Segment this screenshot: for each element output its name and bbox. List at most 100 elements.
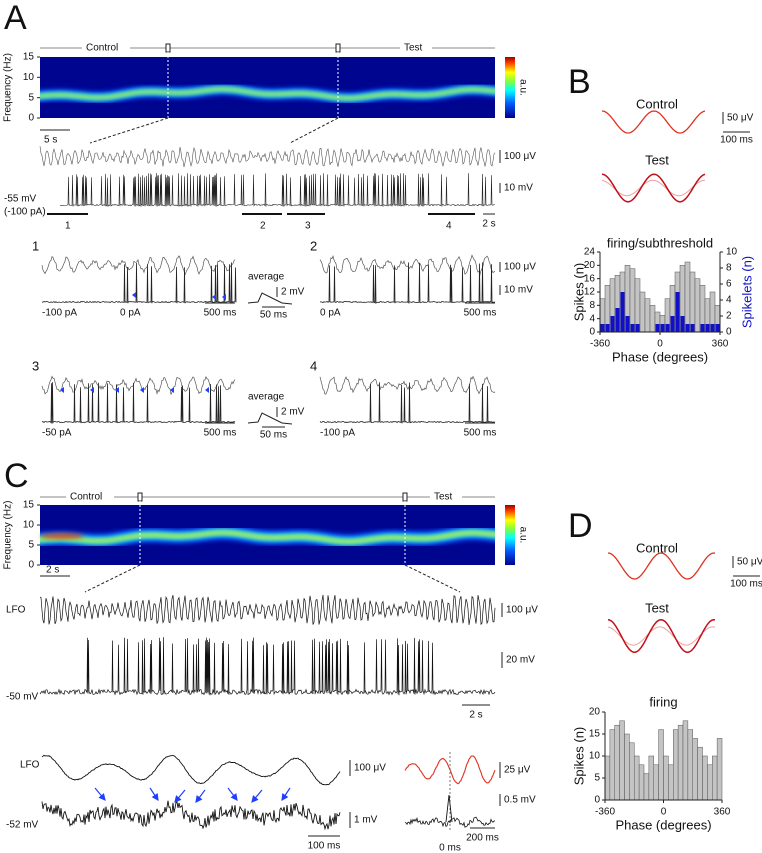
average-trace (607, 552, 716, 580)
axis-label: Phase (degrees) (612, 349, 708, 364)
average-trace (601, 110, 706, 134)
y-tick-label: 5 (28, 92, 34, 103)
trace (404, 816, 496, 828)
zero-label: 0 ms (439, 843, 461, 853)
trace-label: LFO (20, 760, 40, 771)
colorbar-label: a.u. (517, 79, 528, 96)
y-tick-label: 10 (589, 751, 601, 762)
spikelet-bar (705, 324, 710, 332)
trace (319, 262, 496, 304)
spikelet-bar (630, 324, 635, 332)
potential-label: -50 mV (6, 692, 39, 703)
axis-label: Spikes (n) (571, 263, 586, 322)
spikelet-bar (620, 292, 625, 332)
segment-label: 4 (446, 221, 452, 232)
arrow (149, 787, 159, 801)
inset-label: 1 (32, 238, 39, 253)
spikelet-bar (685, 324, 690, 332)
arrow-marker (60, 387, 64, 393)
potential-label: -52 mV (6, 820, 39, 831)
y-tick-label: 24 (584, 247, 596, 258)
y2-tick-label: 6 (726, 279, 732, 290)
zoom-line (89, 117, 169, 144)
axis-label: Phase (degrees) (615, 817, 711, 832)
arrow (195, 789, 206, 803)
panel-label: A (4, 0, 27, 37)
current-label: 0 pA (120, 308, 141, 319)
potential-label: -55 mV (4, 194, 37, 205)
arrow-marker (205, 387, 209, 393)
spikelet-bar (615, 308, 620, 332)
bar (694, 278, 701, 333)
trace (445, 794, 453, 823)
scale-label: 50 ms (260, 430, 287, 441)
y2-tick-label: 4 (726, 295, 732, 306)
x-tick-label: 360 (714, 807, 731, 818)
average-label: average (248, 272, 285, 283)
current-label: -50 pA (42, 428, 72, 439)
colorbar (505, 505, 515, 565)
inset-label: 4 (310, 358, 317, 373)
scale-label: 100 ms (308, 841, 341, 852)
axis-label: Frequency (Hz) (3, 53, 14, 122)
bar (707, 764, 713, 801)
scale-label: 50 μV (727, 113, 754, 124)
band (40, 88, 495, 99)
spikelet-bar (670, 316, 675, 332)
spikelet-bar (700, 324, 705, 332)
trace (59, 172, 495, 207)
spikelet-bar (610, 316, 615, 332)
condition-label: Control (636, 540, 678, 555)
current-label: 0 pA (320, 308, 341, 319)
bar (692, 738, 698, 801)
y2-tick-label: 0 (726, 327, 732, 338)
trace (41, 255, 236, 276)
trace (39, 146, 496, 168)
spikelet-bar (675, 292, 680, 332)
label-bg (430, 491, 462, 503)
scale-label: 500 ms (204, 308, 237, 319)
scale-label: 2 s (46, 565, 59, 576)
trace (41, 375, 236, 396)
label-bg (66, 491, 114, 503)
zoom-line (289, 117, 339, 144)
average-trace (601, 179, 705, 197)
label-bg (400, 42, 432, 54)
current-label: -100 pA (320, 428, 355, 439)
spikelet-bar (635, 324, 640, 332)
epoch-label: Test (434, 492, 453, 503)
trace (319, 375, 496, 395)
x-tick-label: 0 (661, 807, 667, 818)
bar (682, 720, 689, 801)
x-tick-label: -360 (595, 807, 615, 818)
bar (614, 724, 620, 801)
bar (624, 733, 630, 801)
trace (41, 800, 341, 831)
average-label: average (248, 392, 285, 403)
bar (697, 746, 703, 801)
y-tick-label: 20 (584, 260, 596, 271)
y-tick-label: 4 (589, 313, 595, 324)
y-tick-label: 0 (28, 113, 34, 124)
trace (41, 262, 237, 304)
scale-label: 100 μV (354, 763, 386, 774)
bar (648, 755, 654, 801)
scale-label: 10 mV (504, 285, 533, 296)
average-trace (601, 173, 706, 203)
bar (712, 755, 718, 801)
bar (658, 729, 664, 801)
y-tick-label: 0 (594, 795, 600, 806)
epoch-label: Control (70, 492, 102, 503)
panel-label: C (4, 457, 29, 495)
bar (639, 291, 646, 333)
bar (604, 755, 611, 801)
y-tick-label: 15 (23, 500, 35, 511)
spikelet-bar (655, 324, 660, 332)
y-tick-label: 15 (23, 52, 35, 63)
y-tick-label: 20 (589, 707, 601, 718)
spectrogram (40, 57, 495, 118)
bar (629, 268, 636, 333)
scale-label: 100 ms (720, 135, 753, 146)
epoch-label: Test (404, 43, 423, 54)
panel-label: B (568, 63, 591, 101)
